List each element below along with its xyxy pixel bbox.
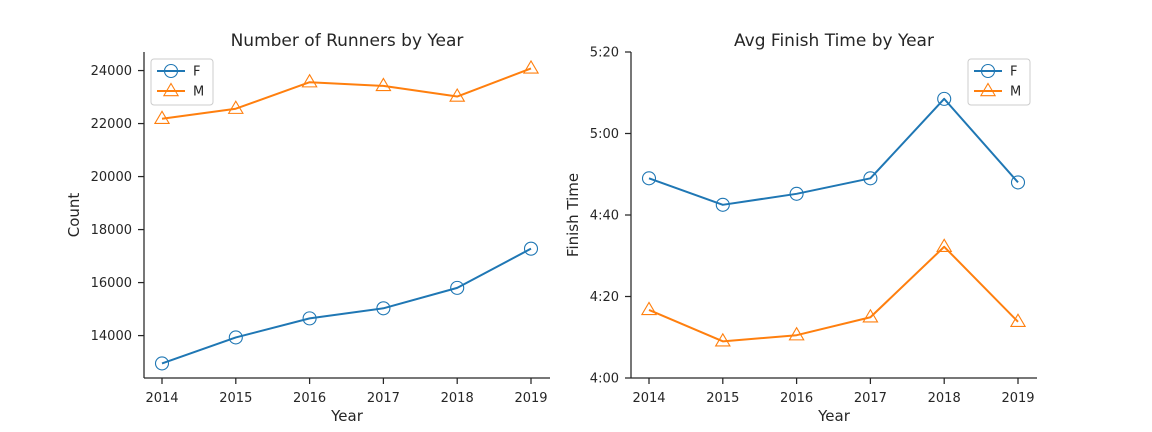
finish-time-x-axis-label: Year	[817, 407, 851, 425]
runners-y-tick-label: 14000	[91, 329, 132, 344]
runners-series-f	[154, 241, 539, 371]
runners-point	[227, 100, 244, 114]
finish-time-series-line	[648, 97, 1019, 206]
finish-time-chart: Avg Finish Time by Year Year Finish Time…	[564, 31, 1037, 425]
finish-time-point	[863, 171, 878, 186]
finish-time-series-f	[641, 91, 1026, 212]
runners-legend-label: F	[193, 65, 200, 80]
finish-time-point	[1010, 175, 1026, 190]
finish-time-series-m	[640, 238, 1027, 347]
finish-time-point	[789, 186, 804, 201]
finish-time-chart-title: Avg Finish Time by Year	[734, 31, 934, 51]
finish-time-legend-label: M	[1010, 85, 1021, 100]
finish-time-point	[640, 301, 658, 316]
runners-point	[375, 77, 392, 92]
runners-legend-label: M	[193, 85, 204, 100]
runners-y-tick-label: 24000	[91, 64, 132, 79]
runners-point	[450, 280, 465, 295]
runners-x-tick-label: 2016	[293, 391, 326, 406]
runners-point	[301, 73, 318, 88]
finish-time-series-line	[648, 245, 1019, 343]
finish-time-y-tick-label: 4:40	[590, 209, 619, 224]
runners-y-tick-label: 20000	[91, 170, 132, 185]
finish-time-x-tick-label: 2015	[706, 391, 739, 406]
finish-time-point	[1009, 313, 1027, 327]
finish-time-y-axis-label: Finish Time	[564, 173, 582, 257]
finish-time-x-tick-label: 2014	[632, 391, 665, 406]
runners-point	[449, 87, 466, 102]
finish-time-point	[936, 238, 953, 252]
finish-time-x-tick-label: 2017	[854, 391, 887, 406]
runners-x-tick-label: 2017	[367, 391, 400, 406]
finish-time-x-tick-label: 2019	[1001, 391, 1034, 406]
runners-x-tick-label: 2015	[219, 391, 252, 406]
runners-y-tick-label: 16000	[91, 276, 132, 291]
finish-time-y-tick-label: 5:20	[590, 46, 619, 61]
finish-time-y-tick-label: 4:20	[590, 290, 619, 305]
runners-point	[154, 356, 170, 371]
finish-time-y-tick-label: 5:00	[590, 127, 619, 142]
finish-time-y-tick-label: 4:00	[590, 372, 619, 387]
runners-x-tick-label: 2019	[514, 391, 547, 406]
runners-series-m	[153, 59, 540, 124]
runners-point	[376, 301, 391, 316]
runners-point	[302, 311, 317, 326]
runners-point	[522, 59, 540, 74]
runners-chart-title: Number of Runners by Year	[231, 31, 464, 51]
finish-time-legend-label: F	[1010, 65, 1017, 80]
finish-time-legend-marker	[980, 63, 996, 79]
finish-time-point	[937, 91, 952, 106]
finish-time-x-tick-label: 2016	[780, 391, 813, 406]
runners-legend-item-f: F	[157, 63, 200, 80]
runners-x-tick-label: 2014	[145, 391, 178, 406]
finish-time-legend-item-f: F	[974, 63, 1017, 80]
runners-legend-marker	[163, 63, 179, 79]
finish-time-legend-marker	[979, 82, 997, 97]
runners-y-tick-label: 22000	[91, 117, 132, 132]
finish-time-legend: FM	[967, 58, 1031, 106]
runners-point	[153, 110, 171, 124]
runners-legend-item-m: M	[157, 82, 204, 100]
runners-series-line	[161, 67, 532, 120]
runners-x-axis-label: Year	[330, 407, 364, 425]
runners-legend: FM	[150, 58, 214, 106]
finish-time-legend-item-m: M	[974, 82, 1021, 100]
finish-time-point	[715, 197, 730, 212]
finish-time-point	[862, 308, 879, 323]
runners-series-line	[161, 247, 532, 365]
finish-time-point	[641, 171, 657, 186]
finish-time-point	[788, 326, 805, 341]
runners-point	[523, 241, 539, 256]
runners-point	[228, 330, 243, 345]
runners-y-tick-label: 18000	[91, 223, 132, 238]
runners-x-tick-label: 2018	[441, 391, 474, 406]
runners-chart: Number of Runners by Year Year Count 201…	[65, 31, 550, 425]
runners-legend-marker	[162, 82, 180, 97]
finish-time-x-tick-label: 2018	[928, 391, 961, 406]
runners-y-axis-label: Count	[65, 193, 83, 238]
finish-time-point	[714, 332, 731, 347]
